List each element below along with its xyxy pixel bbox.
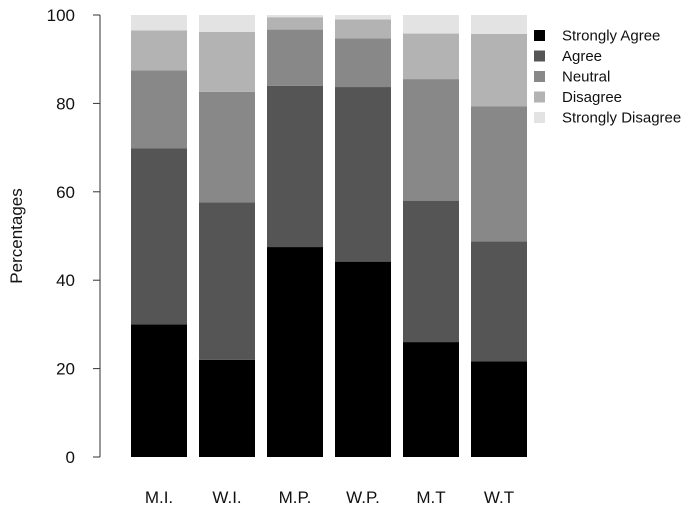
legend-swatch xyxy=(534,91,545,103)
y-tick-label: 100 xyxy=(47,6,75,25)
bar-segment-disagree-mp xyxy=(267,17,323,30)
bar-segment-strongly-agree-wp xyxy=(335,261,391,457)
bar-segment-agree-wt xyxy=(471,241,527,362)
bar-segment-agree-mi xyxy=(131,148,187,325)
y-tick-label: 80 xyxy=(56,94,75,113)
legend: Strongly Agree Agree Neutral Disagree Strong… xyxy=(534,28,681,127)
x-tick-label: M.P. xyxy=(279,488,312,507)
bar-segment-disagree-wp xyxy=(335,19,391,39)
x-tick-label: W.I. xyxy=(212,488,241,507)
bar-segment-strongly-disagree-wt xyxy=(471,15,527,35)
legend-label: Strongly Agree xyxy=(562,28,660,45)
y-axis: 0 20 40 60 80 100 xyxy=(47,6,101,467)
legend-swatch xyxy=(534,30,545,41)
bar-segment-agree-mt xyxy=(403,200,459,343)
bar-segment-disagree-mi xyxy=(131,30,187,71)
legend-label: Neutral xyxy=(562,69,610,86)
legend-label: Strongly Disagree xyxy=(562,110,681,127)
legend-label: Agree xyxy=(562,48,602,65)
bar-segment-strongly-disagree-mt xyxy=(403,15,459,34)
x-axis-tick-labels: M.I. W.I. M.P. W.P. M.T W.T xyxy=(145,488,514,507)
bar-segment-agree-wi xyxy=(199,202,255,360)
x-tick-label: W.P. xyxy=(346,488,380,507)
bar-segment-neutral-mp xyxy=(267,29,323,86)
bar-segment-strongly-disagree-mi xyxy=(131,15,187,31)
bar-segment-disagree-wt xyxy=(471,34,527,107)
bar-segment-disagree-mt xyxy=(403,33,459,80)
bar-segment-agree-wp xyxy=(335,87,391,262)
bar-segment-strongly-agree-wi xyxy=(199,359,255,457)
bar-segment-neutral-wi xyxy=(199,91,255,203)
legend-label: Disagree xyxy=(562,89,622,106)
bar-segment-strongly-agree-mp xyxy=(267,247,323,457)
bar-segment-neutral-wp xyxy=(335,38,391,88)
legend-swatch xyxy=(534,112,545,123)
y-tick-label: 40 xyxy=(56,271,75,290)
legend-item: Agree xyxy=(534,48,602,65)
legend-item: Strongly Disagree xyxy=(534,110,681,127)
bar-segment-agree-mp xyxy=(267,85,323,248)
x-tick-label: M.I. xyxy=(145,488,173,507)
legend-swatch xyxy=(534,50,545,62)
x-tick-label: M.T xyxy=(416,488,445,507)
legend-item: Neutral xyxy=(534,69,610,86)
bar-segment-neutral-mi xyxy=(131,70,187,149)
bar-segment-neutral-mt xyxy=(403,79,459,201)
legend-swatch xyxy=(534,71,545,82)
bars xyxy=(131,15,527,457)
legend-item: Disagree xyxy=(534,89,622,106)
bar-segment-strongly-disagree-wi xyxy=(199,15,255,32)
x-tick-label: W.T xyxy=(484,488,514,507)
bar-segment-strongly-disagree-wp xyxy=(335,15,391,20)
bar-segment-strongly-agree-wt xyxy=(471,361,527,457)
y-tick-label: 20 xyxy=(56,360,75,379)
y-tick-label: 0 xyxy=(66,448,75,467)
bar-segment-strongly-agree-mt xyxy=(403,342,459,457)
bar-segment-neutral-wt xyxy=(471,106,527,242)
legend-item: Strongly Agree xyxy=(534,28,660,45)
bar-segment-strongly-disagree-mp xyxy=(267,15,323,18)
y-tick-label: 60 xyxy=(56,183,75,202)
bar-segment-disagree-wi xyxy=(199,31,255,92)
bar-segment-strongly-agree-mi xyxy=(131,324,187,457)
y-axis-title: Percentages xyxy=(7,188,26,283)
